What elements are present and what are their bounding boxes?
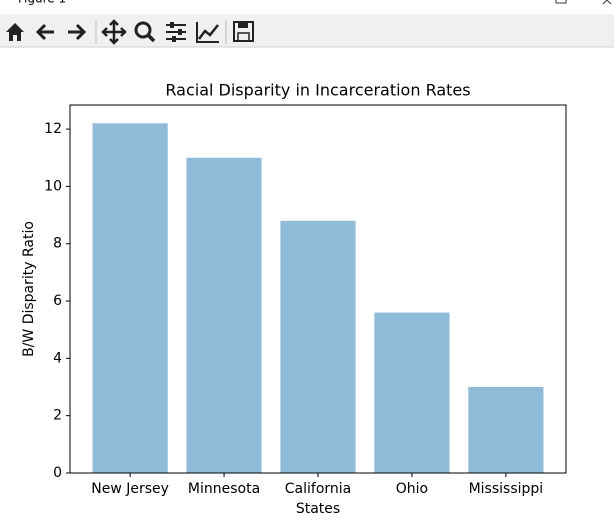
bar xyxy=(468,387,544,473)
chart-title: Racial Disparity in Incarceration Rates xyxy=(165,81,470,100)
bar xyxy=(374,312,450,473)
x-tick-label: New Jersey xyxy=(91,481,169,497)
bar xyxy=(92,123,168,473)
y-tick-label: 0 xyxy=(53,465,62,481)
configure-button[interactable] xyxy=(166,22,186,42)
bar xyxy=(280,220,356,473)
close-button[interactable] xyxy=(602,0,612,5)
axes-frame xyxy=(69,104,567,474)
title-bar xyxy=(0,0,614,14)
y-tick-label: 8 xyxy=(53,236,62,252)
y-tick-label: 4 xyxy=(53,350,62,366)
plot-area: 0 2 4 6 8 10 12 New Jersey Minnesota California Oh… xyxy=(44,121,544,497)
x-tick-label: Ohio xyxy=(396,481,428,497)
y-axis-label: B/W Disparity Ratio xyxy=(21,221,37,357)
y-tick-label: 6 xyxy=(53,293,62,309)
x-axis-label: States xyxy=(296,501,340,517)
y-tick-label: 12 xyxy=(44,121,62,137)
zoom-button[interactable] xyxy=(134,21,156,43)
y-tick-label: 2 xyxy=(53,408,62,424)
back-button[interactable] xyxy=(35,23,54,41)
x-tick-label: Mississippi xyxy=(469,481,544,497)
forward-button[interactable] xyxy=(68,23,87,41)
maximize-button[interactable] xyxy=(555,0,567,4)
window-title: Figure 1 xyxy=(18,0,66,6)
y-tick-label: 10 xyxy=(44,178,62,194)
x-tick-label: California xyxy=(285,481,351,497)
toolbar xyxy=(0,14,614,47)
save-button[interactable] xyxy=(233,21,254,42)
home-button[interactable] xyxy=(6,23,24,41)
bar xyxy=(186,157,262,473)
pan-button[interactable] xyxy=(101,19,127,45)
x-tick-label: Minnesota xyxy=(188,481,260,497)
edit-axes-button[interactable] xyxy=(196,22,219,43)
